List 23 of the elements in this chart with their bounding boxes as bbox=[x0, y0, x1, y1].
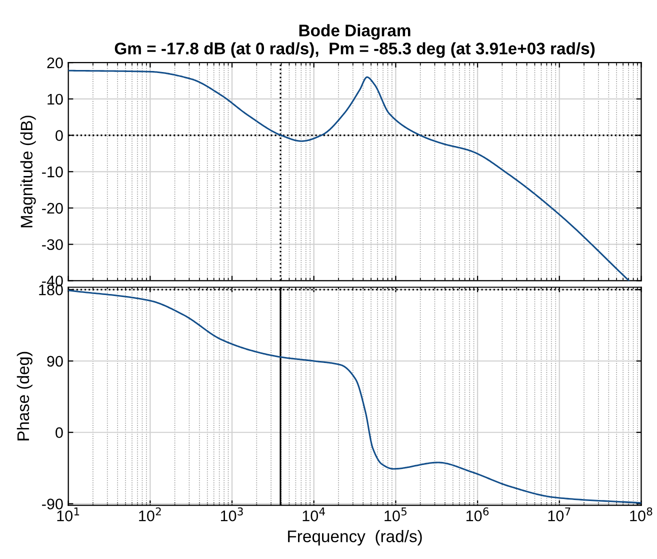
y-tick-label: -30 bbox=[42, 239, 63, 250]
x-tick-label: 10$^{7}$ bbox=[548, 508, 570, 522]
x-tick-label: 10$^{3}$ bbox=[220, 507, 243, 522]
y-axis-title: Phase (deg) bbox=[16, 352, 32, 440]
x-tick-label: 10$^{6}$ bbox=[466, 507, 489, 522]
x-tick-label: 10$^{5}$ bbox=[384, 508, 406, 522]
chart-subtitle: Gm = -17.8 dB (at 0 rad/s), Pm = -85.3 deg (at 3.91e+03 rad/s) bbox=[114, 42, 595, 58]
y-tick-label: 10 bbox=[48, 94, 63, 105]
y-tick-label: 0 bbox=[56, 130, 63, 141]
y-tick-label: -20 bbox=[42, 202, 63, 214]
x-tick-label: 10$^{2}$ bbox=[139, 507, 161, 522]
y-tick-label: 90 bbox=[47, 356, 63, 367]
x-axis-title: Frequency (rad/s) bbox=[288, 530, 422, 546]
y-axis-title: Magnitude (dB) bbox=[20, 116, 36, 228]
y-tick-label: -90 bbox=[42, 498, 63, 510]
x-tick-label: 10$^{4}$ bbox=[302, 508, 325, 522]
x-tick-label: 10$^{8}$ bbox=[630, 507, 652, 522]
y-tick-label: 0 bbox=[56, 427, 63, 438]
y-tick-label: -40 bbox=[42, 276, 63, 286]
y-tick-label: 180 bbox=[39, 284, 63, 296]
chart-title: Bode Diagram bbox=[299, 24, 410, 40]
y-tick-label: 20 bbox=[47, 57, 63, 68]
y-tick-label: -10 bbox=[42, 166, 63, 178]
